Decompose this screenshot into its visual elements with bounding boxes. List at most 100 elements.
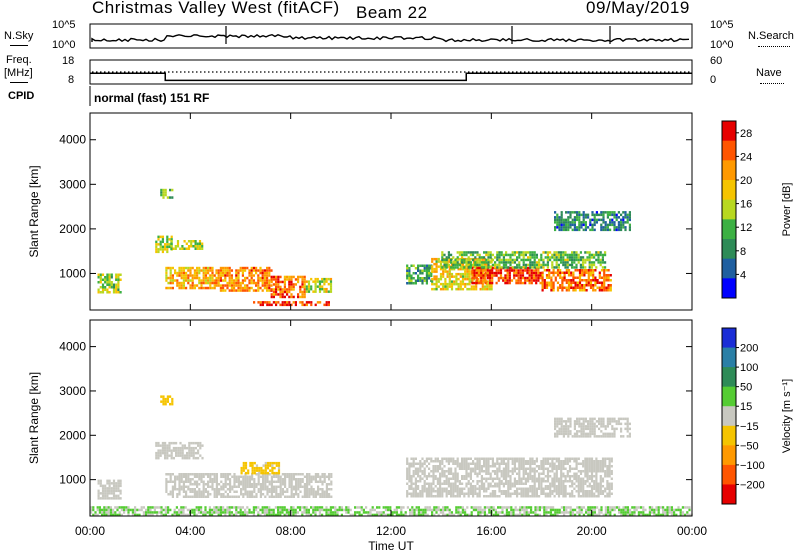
echo-cell <box>516 457 519 460</box>
echo-cell <box>421 490 424 493</box>
echo-cell <box>509 477 512 480</box>
echo-cell <box>590 460 594 463</box>
echo-cell <box>219 276 222 280</box>
echo-cell <box>118 511 121 514</box>
echo-cell <box>604 226 607 229</box>
echo-cell <box>277 288 280 291</box>
echo-cell <box>489 251 492 254</box>
echo-cell <box>504 274 507 277</box>
echo-cell <box>464 272 467 276</box>
echo-cell <box>306 480 309 483</box>
echo-cell <box>299 485 302 488</box>
echo-cell <box>538 266 541 269</box>
echo-cell <box>222 508 225 512</box>
echo-cell <box>252 279 255 282</box>
echo-cell <box>461 482 464 485</box>
x-tick-label: 12:00 <box>376 524 406 538</box>
echo-cell <box>609 513 612 517</box>
echo-cell <box>560 465 563 468</box>
echo-cell <box>99 276 102 279</box>
echo-cell <box>541 284 544 287</box>
echo-cell <box>459 257 462 261</box>
echo-cell <box>165 483 168 486</box>
echo-cell <box>257 506 260 509</box>
echo-cell <box>159 248 162 251</box>
echo-cell <box>114 511 117 514</box>
echo-cell <box>582 513 585 517</box>
echo-cell <box>244 480 247 483</box>
echo-cell <box>208 513 211 517</box>
echo-cell <box>439 275 443 278</box>
echo-cell <box>524 490 527 493</box>
echo-cell <box>318 282 322 286</box>
echo-cell <box>463 261 466 264</box>
echo-cell <box>595 253 598 257</box>
echo-cell <box>526 271 529 275</box>
echo-cell <box>578 271 582 274</box>
echo-cell <box>182 473 185 476</box>
echo-cell <box>171 513 174 517</box>
echo-cell <box>611 221 614 224</box>
echo-cell <box>230 284 233 287</box>
echo-cell <box>600 417 603 421</box>
echo-cell <box>209 480 212 483</box>
echo-cell <box>477 508 480 512</box>
echo-cell <box>450 280 454 283</box>
echo-cell <box>580 506 583 509</box>
echo-cell <box>476 495 479 498</box>
echo-cell <box>555 460 558 463</box>
echo-cell <box>112 291 116 294</box>
y-tick-label: 2000 <box>59 222 86 236</box>
echo-cell <box>542 266 545 269</box>
echo-cell <box>96 506 99 509</box>
echo-cell <box>231 485 234 488</box>
echo-cell <box>237 480 240 483</box>
echo-cell <box>261 284 264 287</box>
echo-cell <box>514 513 517 517</box>
echo-cell <box>171 473 174 476</box>
echo-cell <box>164 444 167 447</box>
echo-cell <box>580 432 583 436</box>
echo-cell <box>568 480 572 483</box>
echo-cell <box>472 508 475 512</box>
echo-cell <box>513 266 516 269</box>
echo-cell <box>235 513 238 517</box>
echo-cell <box>611 435 614 438</box>
echo-cell <box>192 454 195 457</box>
echo-cell <box>527 490 530 493</box>
echo-cell <box>529 258 532 262</box>
echo-cell <box>178 485 181 488</box>
echo-cell <box>159 449 162 452</box>
echo-cell <box>454 470 457 473</box>
echo-cell <box>229 485 232 488</box>
echo-cell <box>323 277 326 281</box>
y-tick-label: 1000 <box>59 266 86 280</box>
echo-cell <box>168 454 171 457</box>
echo-cell <box>611 506 614 509</box>
echo-cell <box>497 276 500 280</box>
echo-cell <box>597 487 600 490</box>
echo-cell <box>588 495 591 498</box>
echo-cell <box>211 480 214 483</box>
echo-cell <box>329 508 332 512</box>
echo-cell <box>340 508 343 512</box>
echo-cell <box>299 295 302 299</box>
echo-cell <box>648 511 651 514</box>
echo-cell <box>157 451 160 455</box>
echo-cell <box>613 432 616 436</box>
echo-cell <box>443 487 446 490</box>
echo-cell <box>264 475 267 478</box>
echo-cell <box>301 278 304 281</box>
echo-cell <box>445 261 448 264</box>
echo-cell <box>226 493 229 496</box>
echo-cell <box>478 465 481 468</box>
echo-cell <box>459 285 462 288</box>
echo-cell <box>186 454 189 457</box>
echo-cell <box>165 271 168 275</box>
echo-cell <box>292 511 295 514</box>
echo-cell <box>158 506 161 509</box>
echo-cell <box>513 467 516 470</box>
echo-cell <box>613 223 616 227</box>
echo-cell <box>168 243 171 246</box>
echo-cell <box>189 495 192 498</box>
